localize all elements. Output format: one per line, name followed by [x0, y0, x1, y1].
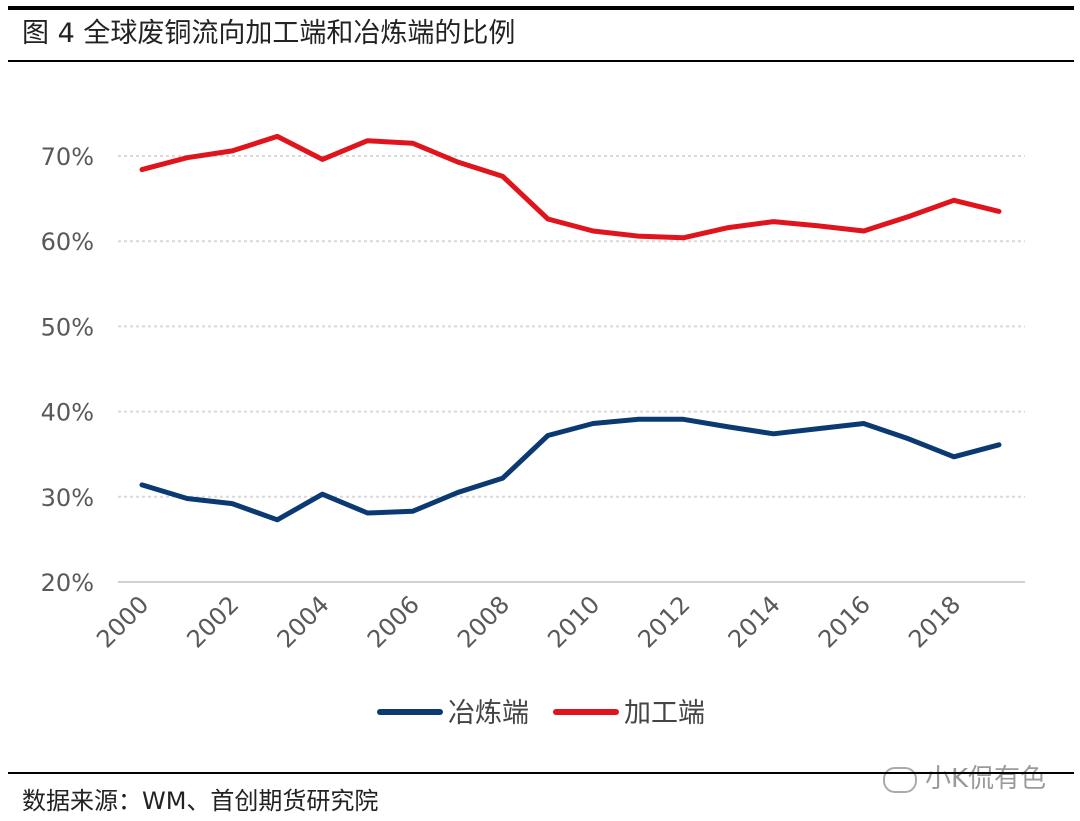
title-rule — [8, 60, 1074, 62]
top-rule — [8, 6, 1074, 10]
line-chart: 20%30%40%50%60%70% 2000 2002 2004 2006 2008 2… — [41, 133, 1025, 729]
x-tick-label: 2000 — [91, 590, 154, 653]
x-axis-ticks: 2000 2002 2004 2006 2008 2010 2012 2014 2016 2018 — [91, 590, 966, 653]
x-tick-label: 2002 — [181, 590, 244, 653]
x-tick-label: 2014 — [723, 590, 786, 653]
x-tick-label: 2012 — [633, 590, 696, 653]
y-tick-label: 40% — [41, 399, 94, 427]
y-tick-label: 30% — [41, 484, 94, 512]
bottom-rule — [8, 772, 1074, 774]
series-line-processing — [139, 133, 1002, 241]
legend-label: 冶炼端 — [448, 698, 529, 729]
y-tick-label: 50% — [41, 313, 94, 341]
y-axis-ticks: 20% 30% 40% 50% 60% 70% — [41, 143, 94, 597]
legend-label: 加工端 — [624, 698, 705, 729]
y-tick-label: 20% — [41, 569, 94, 597]
x-tick-label: 2004 — [272, 590, 335, 653]
x-tick-label: 2010 — [542, 590, 605, 653]
legend: 冶炼端 加工端 — [377, 698, 705, 729]
watermark: 小K侃有色 — [882, 758, 1046, 795]
figure-title: 图 4 全球废铜流向加工端和冶炼端的比例 — [22, 18, 516, 49]
y-tick-label: 70% — [41, 143, 94, 171]
wechat-icon — [882, 766, 917, 793]
series-line-smelting — [139, 416, 1002, 523]
source-note: 数据来源：WM、首创期货研究院 — [22, 787, 379, 815]
x-tick-label: 2016 — [813, 590, 876, 653]
y-tick-label: 60% — [41, 228, 94, 256]
x-tick-label: 2018 — [903, 590, 966, 653]
watermark-text: 小K侃有色 — [924, 764, 1046, 794]
x-tick-label: 2008 — [452, 590, 515, 653]
series-lines — [139, 133, 1002, 523]
x-tick-label: 2006 — [362, 590, 425, 653]
gridlines — [118, 155, 1025, 583]
